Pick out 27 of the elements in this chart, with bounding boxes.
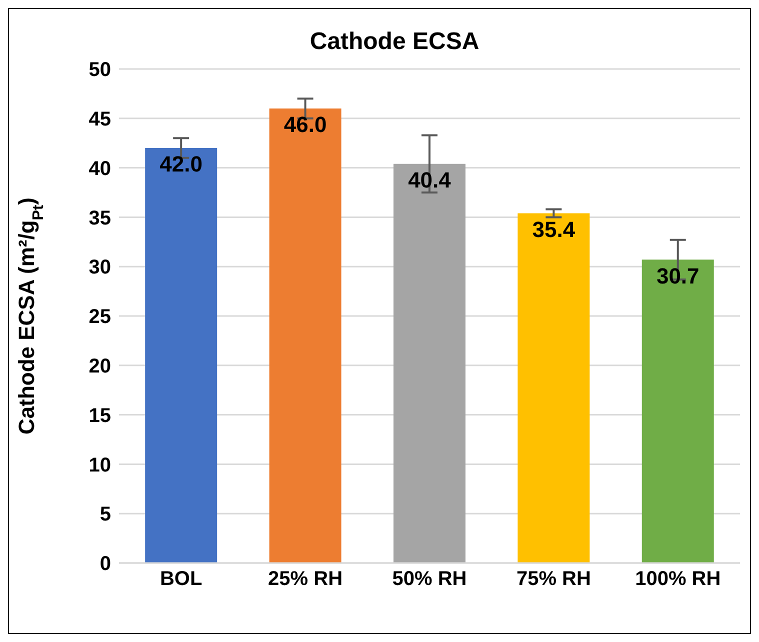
y-tick-label: 0 [100,553,111,576]
y-tick-label: 45 [88,108,111,130]
y-tick-label: 30 [88,256,111,279]
data-label: 46.0 [284,112,327,138]
y-tick-label: 40 [88,158,111,180]
y-tick-label: 50 [88,59,111,82]
bar [393,164,466,563]
data-label: 35.4 [532,216,576,242]
x-tick-label: BOL [160,568,202,590]
data-label: 42.0 [160,152,202,177]
y-tick-label: 10 [88,454,111,476]
data-label: 40.4 [408,167,452,192]
x-tick-label: 75% RH [516,568,591,590]
x-tick-label: 100% RH [635,568,721,590]
y-tick-label: 5 [100,504,111,526]
y-tick-label: 15 [88,404,111,427]
chart-title: Cathode ECSA [310,28,480,55]
bar [145,148,218,563]
x-tick-label: 25% RH [268,568,343,590]
data-label: 30.7 [656,263,700,288]
y-tick-label: 25 [88,306,111,328]
bar [269,108,342,563]
y-tick-label: 35 [88,207,111,230]
bar [642,260,714,563]
y-tick-label: 20 [88,356,111,378]
x-tick-label: 50% RH [392,568,467,590]
bar [518,213,590,563]
